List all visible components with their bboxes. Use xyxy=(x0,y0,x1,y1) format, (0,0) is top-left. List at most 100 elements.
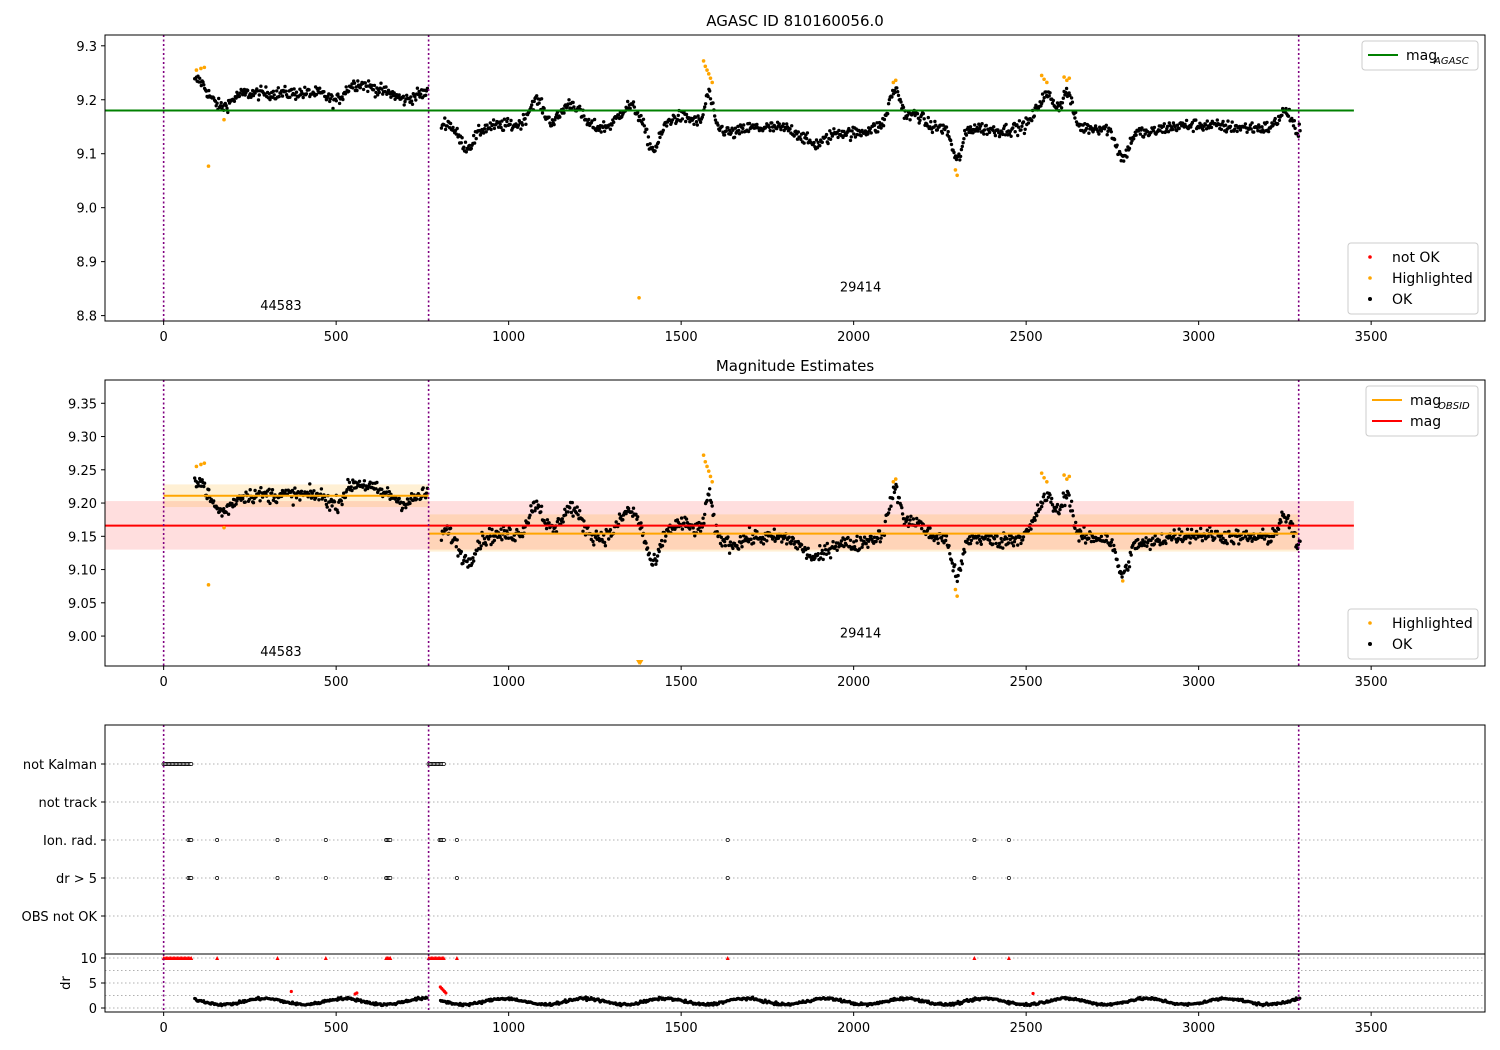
ok-point xyxy=(197,484,201,488)
flag-marker xyxy=(454,838,459,842)
ok-point xyxy=(465,559,469,564)
ok-point xyxy=(950,561,954,565)
ok-point xyxy=(1051,98,1056,103)
ok-point xyxy=(1252,130,1256,134)
ok-point xyxy=(1073,116,1077,120)
ok-point xyxy=(1070,100,1075,104)
ok-point xyxy=(506,116,510,121)
ok-point xyxy=(268,501,272,506)
ok-point xyxy=(949,138,953,143)
ok-point xyxy=(1280,510,1284,514)
highlighted-point xyxy=(703,460,708,464)
ok-point xyxy=(771,535,776,539)
ok-point xyxy=(1138,132,1143,136)
ok-point xyxy=(866,132,870,136)
ok-point xyxy=(827,551,831,555)
ok-point xyxy=(567,98,571,102)
ok-point xyxy=(1064,86,1069,91)
ok-point xyxy=(1292,119,1297,123)
highlighted-point xyxy=(953,168,958,172)
highlighted-point xyxy=(1062,75,1066,79)
ok-point xyxy=(881,124,886,128)
ok-point xyxy=(703,105,707,109)
ok-point xyxy=(1266,129,1271,134)
legend-box xyxy=(1347,608,1479,660)
ok-point xyxy=(350,488,354,493)
x-tick-label: 3500 xyxy=(1355,1021,1388,1036)
ok-point xyxy=(424,496,428,500)
ok-point xyxy=(576,513,580,517)
ok-point xyxy=(1237,542,1241,546)
ok-point xyxy=(1276,527,1281,531)
ok-point xyxy=(357,479,362,483)
ok-point xyxy=(1199,526,1203,531)
ok-point xyxy=(562,111,566,115)
ok-point xyxy=(222,507,226,511)
ok-point xyxy=(682,521,686,525)
ok-point xyxy=(597,126,602,131)
ok-point xyxy=(402,103,406,107)
ok-point xyxy=(414,497,419,501)
ok-point xyxy=(962,547,966,552)
dr-clipped-marker xyxy=(323,956,328,960)
ok-point xyxy=(855,132,859,137)
ok-point xyxy=(469,146,473,151)
ok-point xyxy=(1127,146,1132,151)
x-tick-label: 3000 xyxy=(1182,1021,1215,1036)
ok-point xyxy=(548,121,552,125)
category-label: OBS not OK xyxy=(22,910,98,925)
ok-point xyxy=(519,127,523,131)
ok-point xyxy=(249,95,253,100)
ok-point xyxy=(946,130,950,134)
ok-point xyxy=(1241,536,1245,540)
ok-point xyxy=(463,553,468,558)
highlighted-point xyxy=(706,72,711,76)
highlighted-point xyxy=(1039,73,1044,78)
highlighted-point xyxy=(706,469,711,473)
ok-point xyxy=(1291,534,1296,539)
ok-point xyxy=(987,538,992,542)
ok-point xyxy=(1029,527,1033,531)
ok-point xyxy=(731,128,735,132)
ok-point xyxy=(770,121,774,125)
ok-point xyxy=(498,122,502,127)
ok-point xyxy=(900,506,904,510)
x-tick-label: 2500 xyxy=(1010,330,1043,345)
ok-point xyxy=(558,115,562,119)
ok-point xyxy=(1265,120,1269,125)
ok-point xyxy=(789,541,793,546)
ok-point xyxy=(563,507,567,511)
ok-point xyxy=(954,157,959,162)
ok-point xyxy=(852,132,856,136)
ok-point xyxy=(929,120,933,124)
ok-point xyxy=(889,504,893,508)
ok-point xyxy=(630,510,634,514)
ok-point xyxy=(1055,502,1060,507)
ok-point xyxy=(1286,114,1291,118)
ok-point xyxy=(442,123,446,127)
ok-point xyxy=(1250,121,1254,125)
ok-point xyxy=(680,527,685,531)
ok-point xyxy=(939,535,944,540)
ok-point xyxy=(336,92,340,96)
ok-point xyxy=(893,487,897,491)
ok-point xyxy=(930,130,935,135)
ok-point xyxy=(1194,537,1198,541)
ok-point xyxy=(207,488,211,492)
y-tick-label: 8.9 xyxy=(76,256,97,271)
dr-point xyxy=(425,996,429,1000)
ok-point xyxy=(720,124,724,129)
ok-point xyxy=(276,86,280,90)
ok-point xyxy=(1126,568,1130,572)
highlighted-point xyxy=(893,477,898,481)
ok-point xyxy=(978,539,983,544)
ok-point xyxy=(1026,121,1031,125)
ok-point xyxy=(404,506,408,510)
ok-point xyxy=(314,92,319,97)
ok-point xyxy=(445,124,449,128)
ok-point xyxy=(374,487,378,491)
ok-point xyxy=(1225,541,1229,546)
dr-clipped-marker xyxy=(441,956,446,960)
ok-point xyxy=(200,478,204,482)
